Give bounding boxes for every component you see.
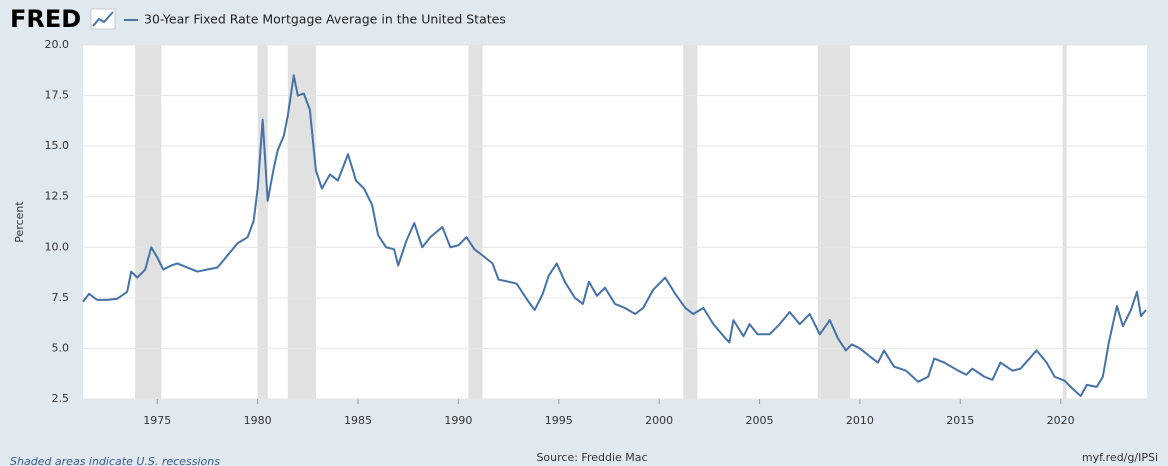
- logo-icon: [90, 8, 116, 30]
- x-tick-label: 2010: [846, 414, 874, 427]
- x-tick-label: 2000: [645, 414, 673, 427]
- y-tick-label: 2.5: [52, 392, 70, 405]
- logo: FRED: [10, 5, 81, 33]
- x-tick-label: 1985: [344, 414, 372, 427]
- recession-band: [135, 45, 162, 399]
- y-tick-label: 12.5: [45, 190, 70, 203]
- y-tick-label: 20.0: [45, 38, 70, 51]
- legend-label: 30-Year Fixed Rate Mortgage Average in t…: [144, 12, 506, 27]
- x-tick-label: 1995: [545, 414, 573, 427]
- source: Source: Freddie Mac: [536, 451, 647, 464]
- x-tick-label: 1990: [444, 414, 472, 427]
- x-tick-label: 2005: [746, 414, 774, 427]
- note: Shaded areas indicate U.S. recessions: [10, 455, 220, 466]
- recession-band: [817, 45, 850, 399]
- series-line: [82, 74, 1147, 397]
- recession-band: [257, 45, 268, 399]
- plot-area: [83, 45, 1147, 399]
- y-tick-label: 5.0: [52, 341, 70, 354]
- y-axis-label: Percent: [13, 201, 26, 243]
- y-tick-label: 10.0: [45, 240, 70, 253]
- x-tick-label: 1980: [244, 414, 272, 427]
- y-tick-label: 15.0: [45, 139, 70, 152]
- recession-band: [287, 45, 316, 399]
- recession-band: [683, 45, 698, 399]
- recession-band: [1062, 45, 1067, 399]
- link: myf.red/g/IPSi: [1082, 451, 1158, 464]
- y-tick-label: 7.5: [52, 291, 70, 304]
- x-tick-label: 1975: [143, 414, 171, 427]
- x-tick-label: 2020: [1047, 414, 1075, 427]
- x-tick-label: 2015: [946, 414, 974, 427]
- recession-band: [468, 45, 483, 399]
- y-tick-label: 17.5: [45, 89, 70, 102]
